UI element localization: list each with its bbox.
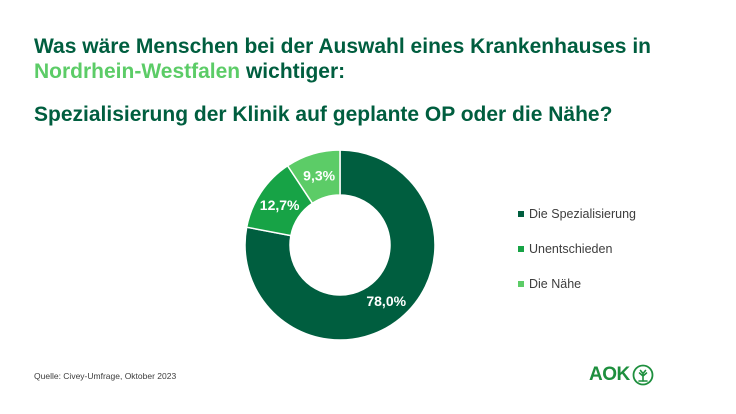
title-text-part1: Was wäre Menschen bei der Auswahl eines … <box>34 35 651 58</box>
aok-logo: AOK <box>589 364 654 386</box>
data-label: 12,7% <box>260 197 300 213</box>
title-text-part2: wichtiger: <box>240 60 346 83</box>
legend-item: Die Spezialisierung <box>518 205 636 223</box>
chart-title: Was wäre Menschen bei der Auswahl eines … <box>34 34 736 84</box>
legend-swatch <box>518 246 524 252</box>
legend-label: Die Spezialisierung <box>529 207 637 221</box>
legend-swatch <box>518 281 524 287</box>
donut-slice <box>286 149 341 205</box>
legend-item: Die Nähe <box>518 275 636 293</box>
data-label: 78,0% <box>366 293 406 309</box>
source-note: Quelle: Civey-Umfrage, Oktober 2023 <box>34 371 177 381</box>
legend-label: Die Nähe <box>529 277 582 291</box>
title-highlight: Nordrhein-Westfalen <box>34 60 241 83</box>
legend-item: Unentschieden <box>518 240 636 258</box>
legend: Die Spezialisierung Unentschieden Die Nähe <box>518 205 636 310</box>
data-label: 9,3% <box>303 168 335 184</box>
legend-label: Unentschieden <box>529 242 613 256</box>
aok-tree-logo-icon <box>632 364 654 386</box>
donut-slice <box>244 149 436 341</box>
chart-subtitle: Spezialisierung der Klinik auf geplante … <box>34 103 613 126</box>
legend-swatch <box>518 211 524 217</box>
logo-text: AOK <box>589 364 630 385</box>
